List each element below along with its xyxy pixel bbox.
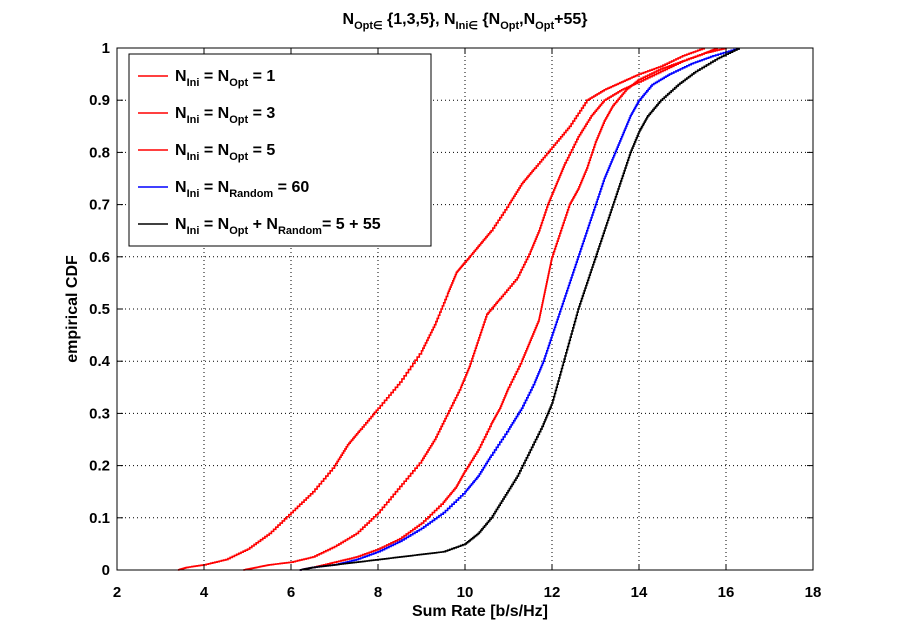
chart-title: NOpt∈ {1,3,5}, NIni∈ {NOpt,NOpt+55} <box>343 11 588 32</box>
legend-entry-s60-part: Ini <box>187 188 200 200</box>
x-tick-label: 2 <box>113 584 121 601</box>
x-tick-label: 16 <box>718 584 735 601</box>
chart-title-part: Opt <box>500 20 519 32</box>
legend-entry-s555-part: = N <box>199 216 229 233</box>
legend-entry-s1-part: = N <box>199 68 229 85</box>
y-tick-label: 0.6 <box>89 249 110 266</box>
axes <box>116 47 814 571</box>
legend-entry-s1-part: = 1 <box>248 68 275 85</box>
y-tick-label: 0.5 <box>89 301 110 318</box>
legend-entry-s3-part: = N <box>199 105 229 122</box>
legend-box <box>128 53 432 247</box>
x-tick-label: 10 <box>457 584 474 601</box>
series-line-s555 <box>299 48 740 571</box>
legend-entry-s60-part: = 60 <box>273 179 309 196</box>
x-tick-label: 18 <box>805 584 822 601</box>
x-tick-label: 6 <box>287 584 295 601</box>
legend-entry-s3-part: Ini <box>187 114 200 126</box>
legend-entry-s555-part: Ini <box>187 225 200 237</box>
legend-entry-s5-part: = 5 <box>248 142 275 159</box>
x-tick-label: 8 <box>374 584 382 601</box>
chart-title-part: Opt <box>354 20 373 32</box>
y-tick-label: 0.4 <box>89 353 111 370</box>
x-tick-label: 14 <box>631 584 648 601</box>
y-axis-label: empirical CDF <box>64 255 81 363</box>
legend-entry-s555-part: + N <box>248 216 278 233</box>
legend-entry-s5-part: = N <box>199 142 229 159</box>
legend-entry-s5-part: Opt <box>229 151 248 163</box>
legend-entry-s5-part: Ini <box>187 151 200 163</box>
chart-title-part: Ini <box>456 20 469 32</box>
chart-title-part: Opt <box>535 20 554 32</box>
series-line-s3 <box>243 47 719 571</box>
series-line-s1 <box>177 47 706 571</box>
y-tick-label: 0.9 <box>89 92 110 109</box>
chart-title-part: ∈ <box>468 20 478 32</box>
series-lines <box>177 47 740 571</box>
y-tick-label: 1 <box>102 40 110 57</box>
legend-entry-s1-part: Ini <box>187 77 200 89</box>
y-tick-label: 0.3 <box>89 405 110 422</box>
chart-title-part: {N <box>478 11 500 28</box>
legend-entry-s555-part: = 5 + 55 <box>322 216 381 233</box>
legend-entry-s60-part: Random <box>229 188 273 200</box>
chart-title-part: ∈ <box>373 20 383 32</box>
y-tick-label: 0 <box>102 562 110 579</box>
legend-entry-s3: NIni = NOpt = 3 <box>175 105 275 126</box>
chart-title-part: ,N <box>519 11 535 28</box>
series-line-s5 <box>299 47 727 571</box>
legend-entry-s1-part: N <box>175 68 187 85</box>
legend-entry-s3-part: N <box>175 105 187 122</box>
y-tick-label: 0.2 <box>89 458 110 475</box>
x-tick-label: 12 <box>544 584 561 601</box>
tick-labels: 2 4 6 8 10 12 14 16 18 0 0.1 0.2 0.3 0.4 0.5 0.6 0.7 0.8 0… <box>89 40 821 601</box>
legend-entry-s60-part: = N <box>199 179 229 196</box>
legend-entry-s3-part: Opt <box>229 114 248 126</box>
legend-entry-s555: NIni = NOpt + NRandom= 5 + 55 <box>175 216 381 237</box>
y-tick-label: 0.8 <box>89 144 110 161</box>
chart-title-part: N <box>343 11 355 28</box>
legend-entry-s3-part: = 3 <box>248 105 275 122</box>
x-axis-label: Sum Rate [b/s/Hz] <box>412 603 548 620</box>
legend-entry-s60: NIni = NRandom = 60 <box>175 179 309 200</box>
y-tick-label: 0.1 <box>89 510 110 527</box>
y-tick-label: 0.7 <box>89 197 110 214</box>
legend-entry-s555-part: Random <box>278 225 322 237</box>
chart-title-part: {1,3,5}, N <box>383 11 456 28</box>
legend-entry-s5: NIni = NOpt = 5 <box>175 142 275 163</box>
legend-entry-s5-part: N <box>175 142 187 159</box>
legend-entry-s555-part: Opt <box>229 225 248 237</box>
series-line-s60 <box>299 47 740 571</box>
legend-entry-s555-part: N <box>175 216 187 233</box>
chart-title-part: +55} <box>554 11 587 28</box>
legend-entry-s1-part: Opt <box>229 77 248 89</box>
legend-entry-s60-part: N <box>175 179 187 196</box>
legend-entry-s1: NIni = NOpt = 1 <box>175 68 275 89</box>
x-tick-label: 4 <box>200 584 209 601</box>
